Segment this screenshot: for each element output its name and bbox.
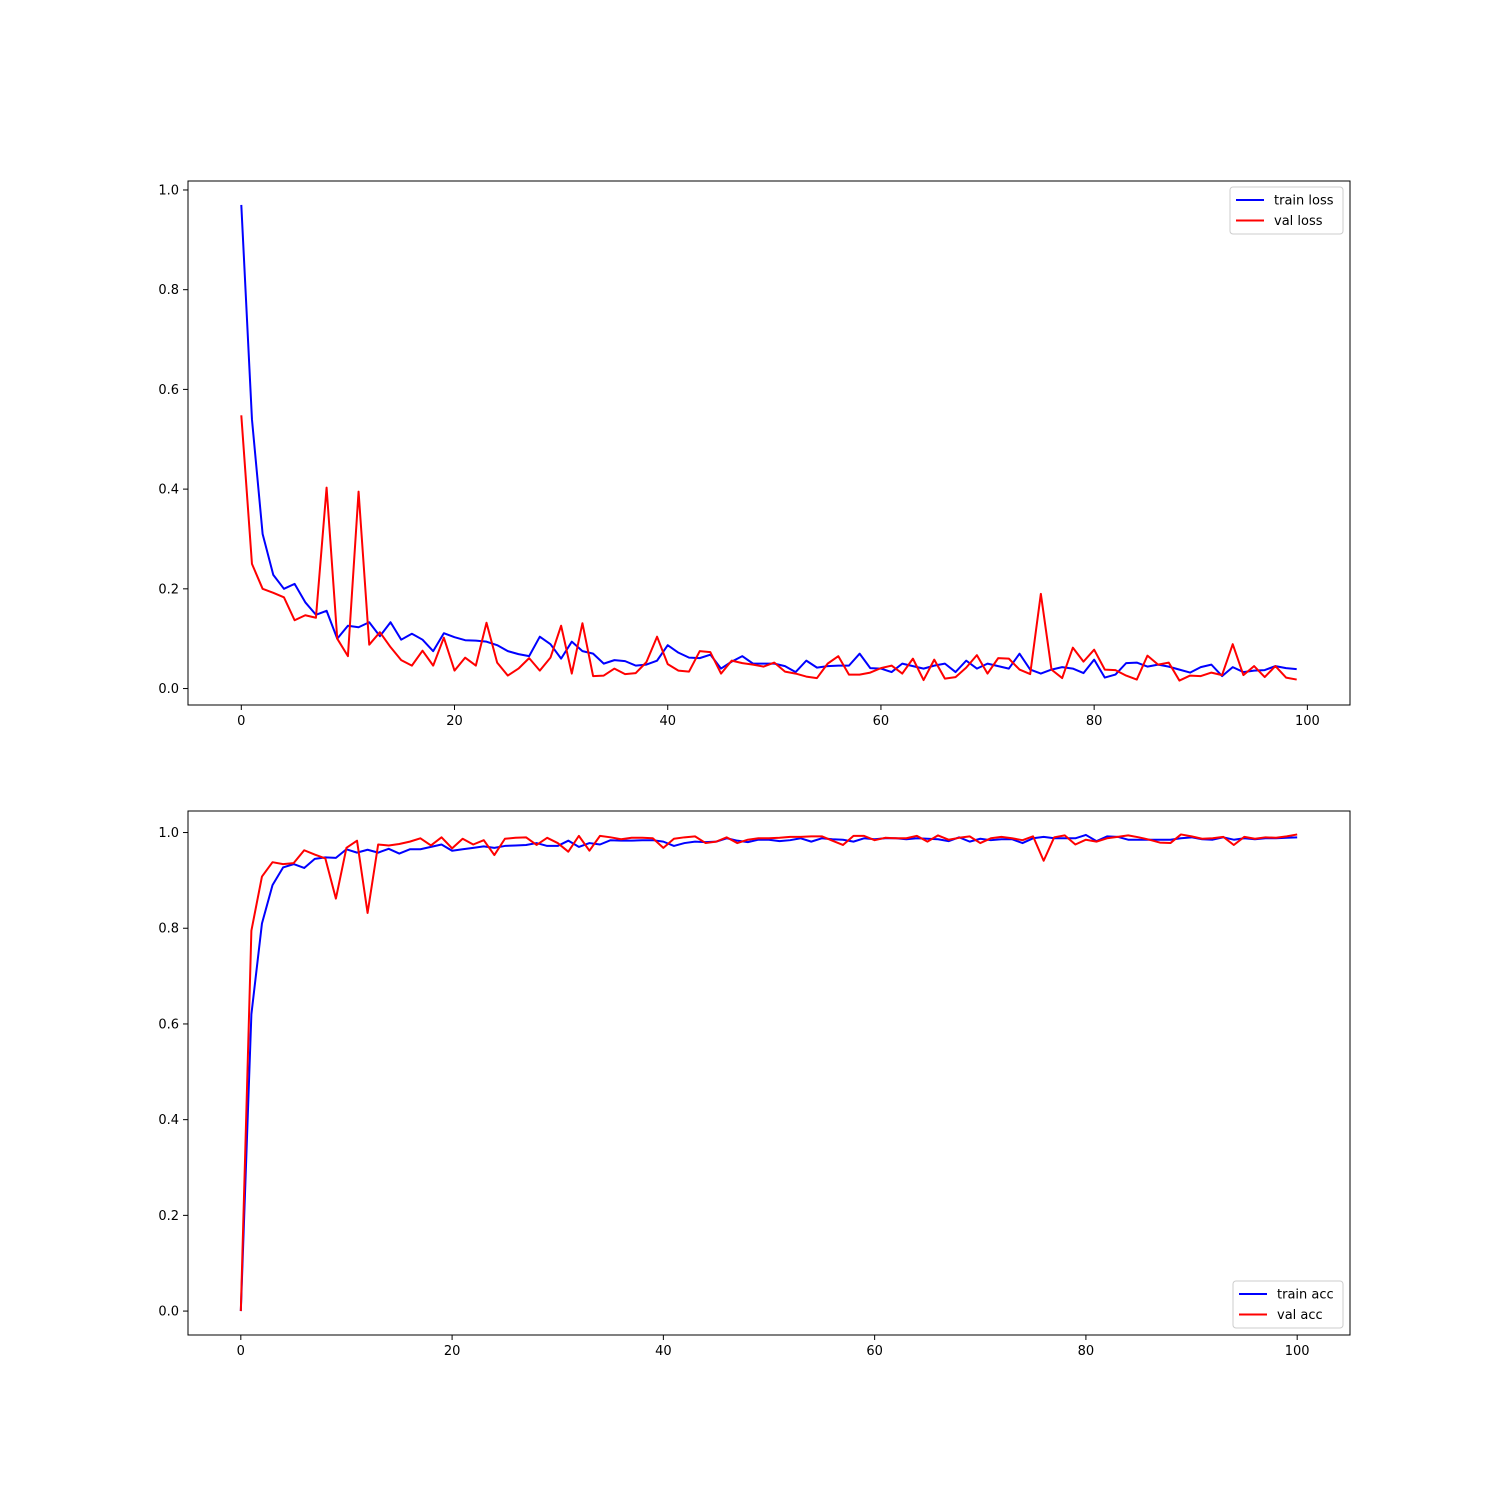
x-tick-label: 80 xyxy=(1078,1344,1095,1359)
legend-box xyxy=(1229,186,1344,235)
series-line-val-loss xyxy=(240,415,1297,682)
plot-area xyxy=(188,181,1350,705)
x-tick-label: 60 xyxy=(866,1344,883,1359)
x-tick-label: 60 xyxy=(873,714,890,729)
legend-label: train loss xyxy=(1274,194,1334,209)
y-tick-label: 1.0 xyxy=(158,183,179,198)
axes-frame xyxy=(187,810,1351,1336)
plot-area xyxy=(188,811,1350,1335)
x-tick-label: 100 xyxy=(1285,1344,1310,1359)
legend: train loss val loss xyxy=(1229,186,1344,235)
series-line-val-acc xyxy=(239,833,1298,1312)
y-tick-label: 0.0 xyxy=(158,682,179,697)
y-tick-label: 0.4 xyxy=(158,483,179,498)
y-tick-label: 0.8 xyxy=(158,283,179,298)
legend-box xyxy=(1232,1280,1344,1329)
x-tick-label: 0 xyxy=(237,714,245,729)
x-tick-label: 20 xyxy=(446,714,463,729)
y-tick-label: 0.2 xyxy=(158,1209,179,1224)
x-tick-label: 20 xyxy=(444,1344,461,1359)
x-tick-label: 40 xyxy=(659,714,676,729)
legend-label: val loss xyxy=(1274,214,1323,229)
y-tick-label: 0.4 xyxy=(158,1113,179,1128)
x-tick-label: 80 xyxy=(1086,714,1103,729)
y-tick-label: 0.0 xyxy=(158,1305,179,1320)
series-line-train-acc xyxy=(239,833,1298,1312)
y-tick-label: 0.8 xyxy=(158,922,179,937)
accuracy-chart: 0 20 40 60 80 100 0.0 0.2 0.4 0.6 0.8 1.0 train acc v… xyxy=(158,810,1351,1359)
y-tick-label: 0.6 xyxy=(158,1017,179,1032)
y-tick-label: 0.2 xyxy=(158,582,179,597)
y-tick-label: 1.0 xyxy=(158,826,179,841)
legend-label: val acc xyxy=(1277,1308,1323,1323)
x-tick-label: 100 xyxy=(1295,714,1320,729)
x-tick-label: 40 xyxy=(655,1344,672,1359)
legend-label: train acc xyxy=(1277,1288,1334,1303)
loss-chart: 0 20 40 60 80 100 0.0 0.2 0.4 0.6 0.8 1.0 train loss… xyxy=(158,180,1351,729)
legend: train acc val acc xyxy=(1232,1280,1344,1329)
x-tick-label: 0 xyxy=(237,1344,245,1359)
axes-frame xyxy=(187,180,1351,706)
y-tick-label: 0.6 xyxy=(158,383,179,398)
